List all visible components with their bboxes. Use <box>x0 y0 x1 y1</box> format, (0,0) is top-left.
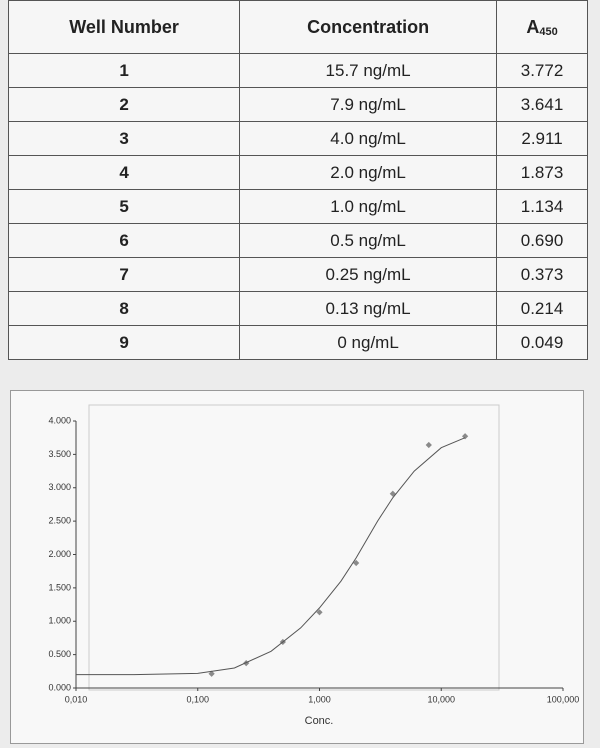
table-cell: 2.0 ng/mL <box>239 155 498 190</box>
table-cell: 8 <box>7 291 241 326</box>
table-cell: 6 <box>7 223 241 258</box>
table-cell: 2.911 <box>496 121 588 156</box>
header-text: Concentration <box>307 16 430 37</box>
table-cell: 0.049 <box>496 325 588 360</box>
table-cell: 1.134 <box>496 189 588 224</box>
table-row: 2 7.9 ng/mL 3.641 <box>7 87 588 122</box>
column-header: Well Number <box>7 0 241 54</box>
table-cell: 15.7 ng/mL <box>239 53 498 88</box>
table-cell: 3 <box>7 121 241 156</box>
table-cell: 3.772 <box>496 53 588 88</box>
table-cell: 0.25 ng/mL <box>239 257 498 292</box>
table-cell: 0.690 <box>496 223 588 258</box>
table-cell: 3.641 <box>496 87 588 122</box>
table-cell: 0.5 ng/mL <box>239 223 498 258</box>
table-cell: 1 <box>7 53 241 88</box>
y-tick-label: 1.000 <box>48 616 71 626</box>
y-tick-label: 1.500 <box>48 582 71 592</box>
table-cell: 1.873 <box>496 155 588 190</box>
header-text: A <box>526 16 540 37</box>
standards-table: Well Number Concentration A450 1 15.7 ng/mL 3… <box>7 0 588 360</box>
table-row: 1 15.7 ng/mL 3.772 <box>7 53 588 88</box>
header-text: Well Number <box>69 16 179 37</box>
chart-panel: Conc. 0.000 0.500 1.000 1.500 2.000 2.500 3.00… <box>10 390 584 744</box>
data-point <box>389 490 396 497</box>
header-subscript: 450 <box>539 25 558 38</box>
table-cell: 1.0 ng/mL <box>239 189 498 224</box>
table-row: 8 0.13 ng/mL 0.214 <box>7 291 588 326</box>
y-tick-label: 2.500 <box>48 516 71 526</box>
table-cell: 0 ng/mL <box>239 325 498 360</box>
table-row: 5 1.0 ng/mL 1.134 <box>7 189 588 224</box>
table-cell: 0.13 ng/mL <box>239 291 498 326</box>
y-tick-label: 4.000 <box>48 415 71 425</box>
table-row: 3 4.0 ng/mL 2.911 <box>7 121 588 156</box>
x-axis-label: Conc. <box>305 715 334 727</box>
table-cell: 0.214 <box>496 291 588 326</box>
table-cell: 4 <box>7 155 241 190</box>
table-cell: 2 <box>7 87 241 122</box>
x-tick-label: 100,000 <box>547 694 580 704</box>
fit-curve <box>76 437 466 676</box>
x-tick-label: 0,010 <box>65 694 88 704</box>
x-tick-label: 0,100 <box>186 694 209 704</box>
table-row: 7 0.25 ng/mL 0.373 <box>7 257 588 292</box>
data-point <box>425 441 432 449</box>
x-tick-label: 10,000 <box>427 694 455 704</box>
column-header: A450 <box>496 0 588 54</box>
y-tick-label: 3.500 <box>48 449 71 459</box>
y-tick-label: 3.000 <box>48 482 71 492</box>
table-cell: 7 <box>7 257 241 292</box>
table-row: 4 2.0 ng/mL 1.873 <box>7 155 588 190</box>
chart: Conc. 0.000 0.500 1.000 1.500 2.000 2.500 3.00… <box>48 404 580 727</box>
y-tick-label: 2.000 <box>48 549 71 559</box>
table-cell: 5 <box>7 189 241 224</box>
x-tick-label: 1,000 <box>308 694 331 704</box>
column-header: Concentration <box>239 0 498 54</box>
table-cell: 9 <box>7 325 241 360</box>
table-row: 6 0.5 ng/mL 0.690 <box>7 223 588 258</box>
table-cell: 0.373 <box>496 257 588 292</box>
plot-frame <box>88 404 500 691</box>
table-cell: 7.9 ng/mL <box>239 87 498 122</box>
table-cell: 4.0 ng/mL <box>239 121 498 156</box>
y-tick-label: 0.500 <box>48 649 71 659</box>
y-tick-label: 0.000 <box>48 682 71 692</box>
